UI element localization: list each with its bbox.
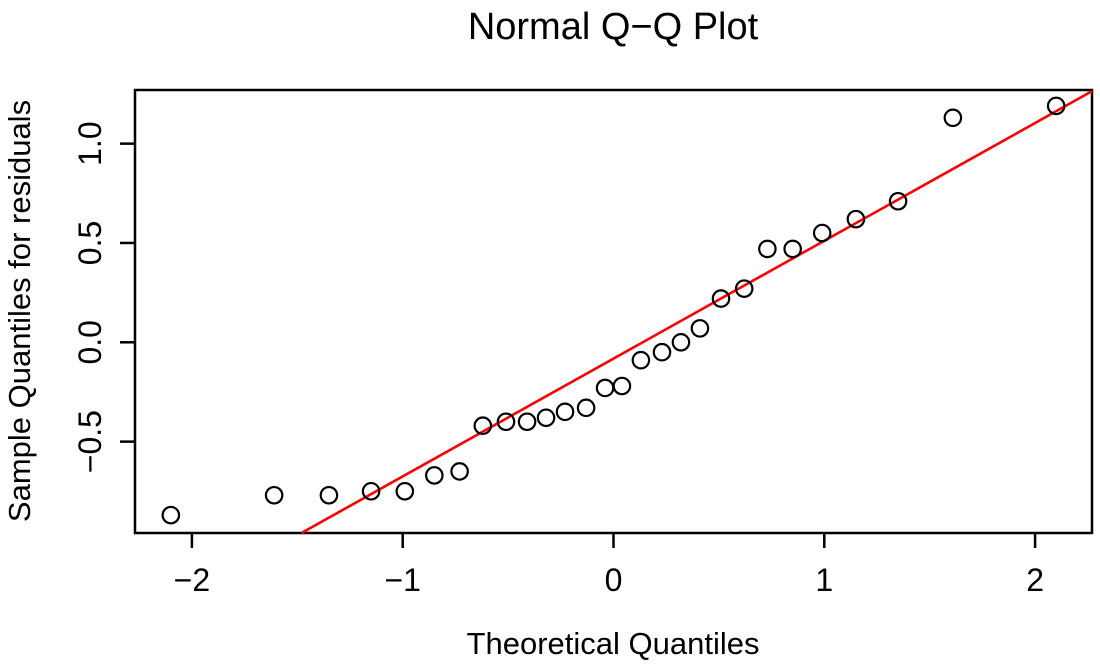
y-axis-ticks: −0.5 0.0 0.5 1.0 xyxy=(72,121,135,473)
y-tick-label: 0.5 xyxy=(72,221,108,265)
data-point xyxy=(319,485,339,505)
x-tick-label: 1 xyxy=(815,562,833,598)
x-axis-label: Theoretical Quantiles xyxy=(467,626,760,661)
data-point xyxy=(576,398,596,418)
data-point xyxy=(555,402,575,422)
x-tick-label: −1 xyxy=(384,562,420,598)
data-point xyxy=(758,239,777,259)
data-point xyxy=(631,350,651,370)
data-point xyxy=(595,378,615,398)
x-tick-label: 2 xyxy=(1026,562,1044,598)
data-point xyxy=(264,485,284,505)
data-point xyxy=(652,342,672,362)
data-point xyxy=(671,332,691,352)
data-point xyxy=(536,408,556,428)
data-point xyxy=(690,319,710,338)
data-points-group xyxy=(161,96,1066,525)
data-point xyxy=(473,416,493,436)
data-point xyxy=(425,466,444,485)
data-point xyxy=(496,412,516,432)
data-point xyxy=(812,223,832,243)
data-point xyxy=(888,191,908,211)
y-tick-label: −0.5 xyxy=(72,410,108,473)
data-point xyxy=(395,481,415,501)
data-point xyxy=(450,462,469,481)
chart-title: Normal Q−Q Plot xyxy=(468,6,759,48)
plot-box xyxy=(133,88,1094,535)
data-point xyxy=(361,481,381,501)
data-point xyxy=(517,412,537,432)
data-point xyxy=(734,279,754,298)
data-point xyxy=(1046,96,1066,116)
data-point xyxy=(161,505,181,525)
y-tick-label: 1.0 xyxy=(72,121,108,165)
data-point xyxy=(846,209,866,229)
data-point xyxy=(612,376,632,396)
data-point xyxy=(711,289,731,308)
data-point xyxy=(943,108,963,128)
data-point xyxy=(783,239,802,259)
x-tick-label: −2 xyxy=(174,562,210,598)
y-tick-label: 0.0 xyxy=(72,320,108,364)
qq-reference-line xyxy=(300,90,1093,535)
y-axis-label: Sample Quantiles for residuals xyxy=(2,100,37,522)
x-tick-label: 0 xyxy=(605,562,623,598)
x-axis-ticks: −2 −1 0 1 2 xyxy=(174,533,1044,598)
